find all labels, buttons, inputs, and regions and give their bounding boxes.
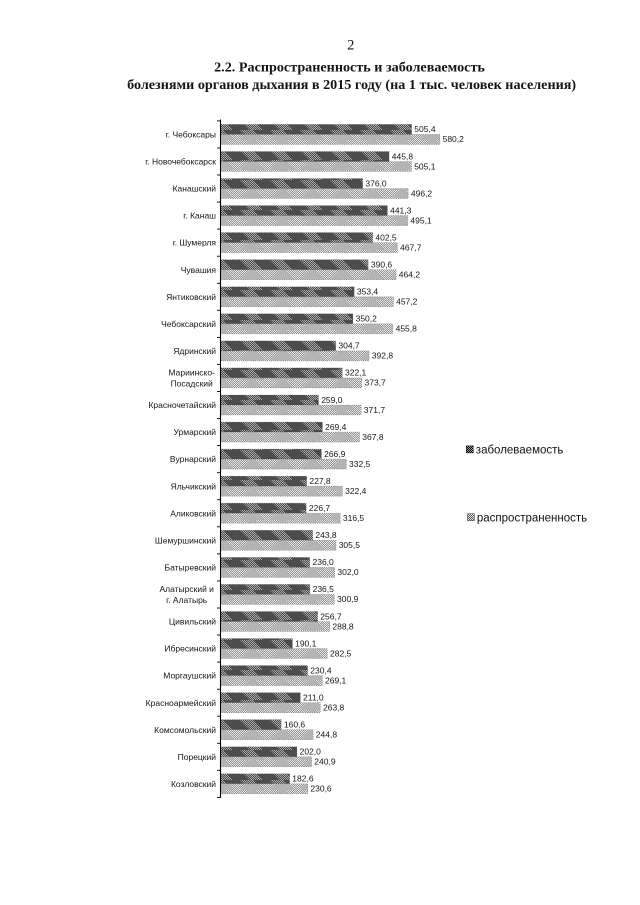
svg-text:402,5: 402,5 (375, 232, 397, 242)
svg-text:202,0: 202,0 (300, 747, 322, 757)
svg-text:269,1: 269,1 (325, 675, 347, 685)
svg-text:Красночетайский: Красночетайский (148, 400, 216, 410)
svg-text:332,5: 332,5 (349, 459, 371, 469)
svg-text:240,9: 240,9 (314, 757, 336, 767)
svg-text:259,0: 259,0 (321, 395, 343, 405)
svg-text:Посадский: Посадский (171, 378, 213, 388)
svg-text:282,5: 282,5 (330, 648, 352, 658)
svg-text:464,2: 464,2 (399, 270, 421, 280)
svg-text:2: 2 (347, 38, 354, 54)
svg-text:496,2: 496,2 (411, 188, 433, 198)
svg-text:367,8: 367,8 (362, 432, 384, 442)
svg-text:505,4: 505,4 (414, 124, 436, 134)
svg-text:г. Алатырь: г. Алатырь (166, 595, 208, 605)
svg-text:Чувашия: Чувашия (181, 265, 217, 275)
svg-text:305,5: 305,5 (339, 540, 361, 550)
svg-text:227,8: 227,8 (309, 476, 331, 486)
svg-text:376,0: 376,0 (365, 178, 387, 188)
svg-text:288,8: 288,8 (332, 621, 354, 631)
svg-text:Мариинско-: Мариинско- (168, 367, 215, 377)
svg-text:236,5: 236,5 (313, 584, 335, 594)
svg-text:Ибресинский: Ибресинский (164, 644, 216, 654)
svg-text:244,8: 244,8 (316, 730, 338, 740)
svg-text:Янтиковский: Янтиковский (166, 292, 216, 302)
svg-text:Шемуршинский: Шемуршинский (155, 535, 216, 545)
svg-text:441,3: 441,3 (390, 205, 412, 215)
svg-text:Ядринский: Ядринский (173, 346, 216, 356)
svg-text:390,6: 390,6 (371, 260, 393, 270)
svg-text:г. Шумерля: г. Шумерля (173, 238, 217, 248)
svg-text:заболеваемость: заболеваемость (476, 445, 564, 457)
svg-text:243,8: 243,8 (315, 530, 337, 540)
svg-text:Козловский: Козловский (171, 779, 216, 789)
svg-text:445,8: 445,8 (392, 151, 414, 161)
svg-text:распространенность: распространенность (477, 513, 587, 525)
svg-text:182,6: 182,6 (292, 774, 314, 784)
svg-text:266,9: 266,9 (324, 449, 346, 459)
svg-text:Цивильский: Цивильский (169, 617, 216, 627)
svg-text:457,2: 457,2 (396, 297, 418, 307)
svg-text:230,6: 230,6 (310, 784, 332, 794)
svg-text:г. Новочебоксарск: г. Новочебоксарск (145, 157, 216, 167)
svg-text:Красноармейский: Красноармейский (146, 698, 217, 708)
svg-text:230,4: 230,4 (310, 665, 332, 675)
svg-text:505,1: 505,1 (414, 161, 436, 171)
svg-text:211,0: 211,0 (303, 693, 324, 703)
svg-text:322,1: 322,1 (345, 368, 367, 378)
svg-text:269,4: 269,4 (325, 422, 347, 432)
svg-text:г. Канаш: г. Канаш (183, 211, 216, 221)
svg-text:316,5: 316,5 (343, 513, 365, 523)
svg-text:болезнями органов дыхания в 20: болезнями органов дыхания в 2015 году (н… (127, 77, 576, 93)
svg-text:467,7: 467,7 (400, 242, 422, 252)
svg-text:495,1: 495,1 (410, 215, 432, 225)
svg-text:300,9: 300,9 (337, 594, 359, 604)
svg-text:190,1: 190,1 (295, 638, 317, 648)
svg-text:455,8: 455,8 (396, 324, 418, 334)
svg-text:371,7: 371,7 (364, 405, 386, 415)
svg-text:г. Чебоксары: г. Чебоксары (166, 130, 216, 140)
svg-text:Батыревский: Батыревский (165, 563, 217, 573)
svg-text:226,7: 226,7 (309, 503, 331, 513)
svg-text:350,2: 350,2 (356, 314, 378, 324)
svg-text:Алатырский и: Алатырский и (159, 584, 214, 594)
svg-text:256,7: 256,7 (320, 611, 342, 621)
svg-text:392,8: 392,8 (372, 351, 394, 361)
svg-text:2.2. Распространенность и забо: 2.2. Распространенность и заболеваемость (214, 60, 485, 76)
svg-text:302,0: 302,0 (337, 567, 359, 577)
svg-text:263,8: 263,8 (323, 703, 345, 713)
svg-text:Яльчикский: Яльчикский (171, 481, 217, 491)
svg-text:353,4: 353,4 (357, 287, 379, 297)
svg-text:304,7: 304,7 (338, 341, 360, 351)
svg-text:373,7: 373,7 (365, 378, 387, 388)
svg-text:580,2: 580,2 (443, 134, 465, 144)
svg-text:Урмарский: Урмарский (173, 427, 216, 437)
svg-text:Канашский: Канашский (173, 184, 217, 194)
svg-text:236,0: 236,0 (313, 557, 335, 567)
svg-text:Порецкий: Порецкий (178, 752, 217, 762)
svg-text:Чебоксарский: Чебоксарский (161, 319, 216, 329)
svg-text:Аликовский: Аликовский (170, 508, 216, 518)
svg-text:160,6: 160,6 (284, 720, 306, 730)
svg-text:Моргаушский: Моргаушский (163, 671, 216, 681)
svg-text:322,4: 322,4 (345, 486, 367, 496)
svg-text:Комсомольский: Комсомольский (154, 725, 216, 735)
svg-text:Вурнарский: Вурнарский (170, 454, 216, 464)
